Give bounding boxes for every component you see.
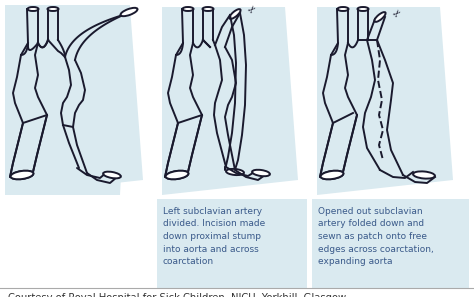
Ellipse shape [357, 7, 368, 11]
FancyBboxPatch shape [157, 199, 307, 289]
Text: Left subclavian artery
divided. Incision made
down proximal stump
into aorta and: Left subclavian artery divided. Incision… [163, 207, 265, 266]
Ellipse shape [10, 171, 33, 179]
FancyBboxPatch shape [312, 199, 469, 289]
Ellipse shape [226, 169, 244, 175]
Ellipse shape [320, 171, 343, 179]
Polygon shape [7, 7, 143, 195]
Polygon shape [317, 7, 453, 195]
Ellipse shape [182, 7, 193, 11]
Ellipse shape [120, 8, 137, 16]
Text: Courtesy of Royal Hospital for Sick Children, NICU, Yorkhill, Glasgow.: Courtesy of Royal Hospital for Sick Chil… [8, 293, 348, 297]
Ellipse shape [252, 170, 270, 176]
Text: ✂: ✂ [391, 7, 403, 19]
Ellipse shape [202, 7, 213, 11]
Ellipse shape [229, 9, 241, 19]
Text: ✂: ✂ [246, 3, 258, 15]
Ellipse shape [47, 7, 58, 11]
Ellipse shape [337, 7, 348, 11]
Ellipse shape [165, 171, 188, 179]
Ellipse shape [27, 7, 38, 11]
Ellipse shape [413, 171, 435, 178]
Ellipse shape [320, 171, 343, 179]
Polygon shape [5, 5, 130, 195]
Polygon shape [162, 7, 298, 195]
Ellipse shape [165, 171, 188, 179]
Ellipse shape [374, 12, 385, 22]
Ellipse shape [103, 172, 121, 178]
Ellipse shape [10, 171, 33, 179]
Text: Opened out subclavian
artery folded down and
sewn as patch onto free
edges acros: Opened out subclavian artery folded down… [318, 207, 434, 266]
